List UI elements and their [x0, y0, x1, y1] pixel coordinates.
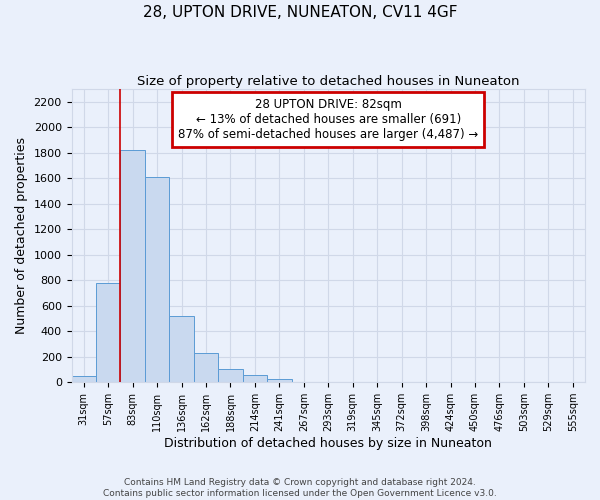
- Bar: [96, 283, 121, 382]
- Text: 28 UPTON DRIVE: 82sqm
← 13% of detached houses are smaller (691)
87% of semi-det: 28 UPTON DRIVE: 82sqm ← 13% of detached …: [178, 98, 478, 141]
- Y-axis label: Number of detached properties: Number of detached properties: [15, 137, 28, 334]
- X-axis label: Distribution of detached houses by size in Nuneaton: Distribution of detached houses by size …: [164, 437, 492, 450]
- Bar: [145, 177, 169, 382]
- Bar: [218, 369, 242, 382]
- Bar: [71, 376, 96, 382]
- Bar: [121, 150, 145, 382]
- Text: 28, UPTON DRIVE, NUNEATON, CV11 4GF: 28, UPTON DRIVE, NUNEATON, CV11 4GF: [143, 5, 457, 20]
- Bar: [267, 378, 292, 382]
- Title: Size of property relative to detached houses in Nuneaton: Size of property relative to detached ho…: [137, 75, 520, 88]
- Bar: [242, 375, 267, 382]
- Text: Contains HM Land Registry data © Crown copyright and database right 2024.
Contai: Contains HM Land Registry data © Crown c…: [103, 478, 497, 498]
- Bar: [194, 353, 218, 382]
- Bar: [169, 316, 194, 382]
